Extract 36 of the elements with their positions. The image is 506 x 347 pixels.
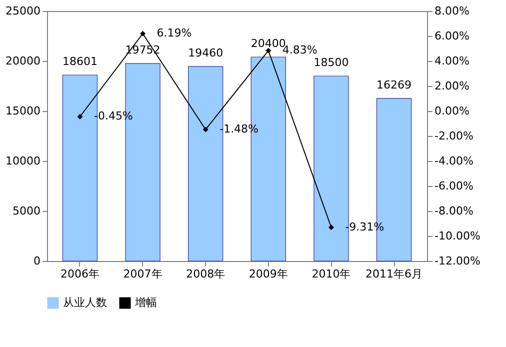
data-label: 18601	[62, 54, 98, 68]
x-tick-label: 2011年6月	[366, 268, 423, 280]
legend-label: 增幅	[134, 296, 157, 309]
x-tick-label: 2010年	[312, 268, 351, 280]
y-tick-label: 10000	[6, 154, 40, 168]
y-tick-label: 0	[34, 254, 40, 268]
y2-tick-label: 8.00%	[434, 4, 470, 18]
data-label: 19460	[188, 46, 224, 60]
y-tick-label: 15000	[6, 104, 40, 118]
data-label: 18500	[314, 56, 349, 69]
x-tick-label: 2007年	[123, 268, 162, 280]
point	[328, 224, 334, 230]
point	[140, 30, 146, 36]
y2-tick-label: 6.00%	[434, 30, 470, 42]
legend-label: 从业人数	[63, 296, 107, 309]
data-label: 16269	[376, 78, 412, 92]
y2-tick-label: -12.00%	[434, 254, 480, 268]
y2-tick-label: -2.00%	[434, 130, 474, 142]
y2-tick-label: -8.00%	[434, 204, 474, 218]
x-tick-label: 2006年	[60, 268, 100, 280]
point	[202, 126, 208, 132]
x-tick-label: 2009年	[248, 268, 288, 280]
y2-tick-label: -4.00%	[434, 154, 474, 168]
y-tick-label: 5000	[12, 204, 40, 218]
y-tick-label: 25000	[6, 4, 40, 18]
point	[266, 48, 272, 54]
y2-tick-label: 2.00%	[434, 80, 470, 92]
y2-tick-label: 0.00%	[434, 104, 470, 118]
y2-tick-label: 4.00%	[434, 54, 470, 68]
y2-tick-label: -6.00%	[434, 180, 474, 192]
y2-tick-label: -10.00%	[434, 230, 480, 242]
data-label: 4.83%	[282, 44, 318, 57]
point	[77, 114, 83, 120]
x-tick-label: 2008年	[186, 268, 226, 280]
data-label: 6.19%	[156, 26, 192, 40]
y-tick-label: 20000	[6, 54, 40, 68]
